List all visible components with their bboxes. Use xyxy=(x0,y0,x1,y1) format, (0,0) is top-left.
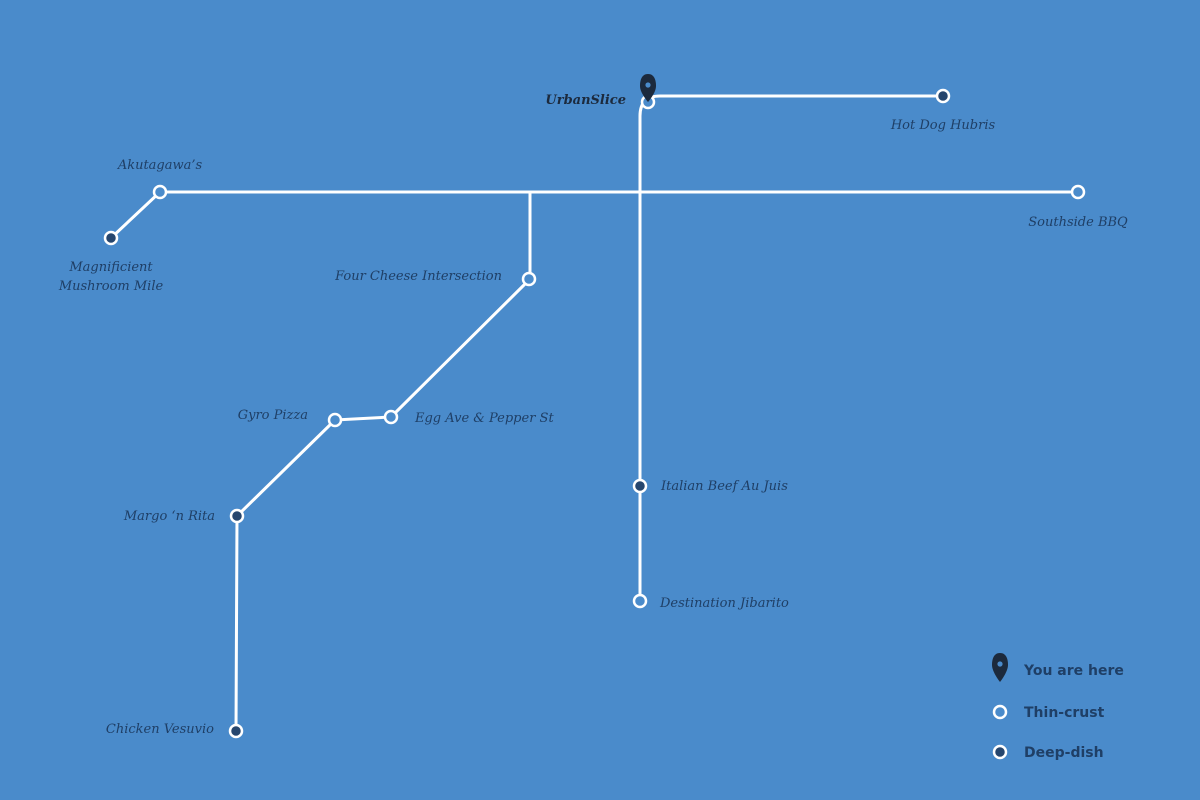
station-chicken[interactable]: Chicken Vesuvio xyxy=(106,722,244,739)
legend-item-deep: Deep-dish xyxy=(992,744,1104,761)
station-jibarito[interactable]: Destination Jibarito xyxy=(632,593,789,611)
station-label: Hot Dog Hubris xyxy=(890,118,996,133)
station-marker xyxy=(632,593,648,609)
station-marker xyxy=(935,88,951,104)
station-urbanslice[interactable]: UrbanSlice xyxy=(545,93,656,110)
station-label: Magnificient xyxy=(68,260,153,275)
station-label: Italian Beef Au Juis xyxy=(660,479,788,494)
stations: UrbanSlice Hot Dog Hubris Southside BBQ … xyxy=(58,74,1128,739)
station-southside[interactable]: Southside BBQ xyxy=(1028,184,1128,230)
route-akutagawa-mushroom xyxy=(109,190,162,240)
station-gyro[interactable]: Gyro Pizza xyxy=(238,408,343,428)
station-label: Four Cheese Intersection xyxy=(334,269,502,284)
map-pin-icon xyxy=(992,653,1008,682)
station-marker xyxy=(103,230,119,246)
station-label: UrbanSlice xyxy=(545,93,626,108)
map-pin-dot xyxy=(997,661,1003,667)
station-label: Egg Ave & Pepper St xyxy=(414,411,554,426)
station-label: Chicken Vesuvio xyxy=(106,722,214,737)
filled-circle-icon xyxy=(992,744,1008,760)
station-label: Akutagawa’s xyxy=(117,158,203,173)
station-egg[interactable]: Egg Ave & Pepper St xyxy=(383,409,554,426)
station-label: Destination Jibarito xyxy=(659,596,789,611)
station-marker xyxy=(383,409,399,425)
station-marker xyxy=(632,478,648,494)
station-italian[interactable]: Italian Beef Au Juis xyxy=(632,478,788,494)
legend-item-here: You are here xyxy=(992,653,1124,682)
station-mushroom[interactable]: Magnificient Mushroom Mile xyxy=(58,230,164,294)
hollow-circle-icon xyxy=(992,704,1008,720)
station-fourcheese[interactable]: Four Cheese Intersection xyxy=(334,269,537,287)
station-label: Margo ‘n Rita xyxy=(123,509,215,524)
map-pin-dot xyxy=(645,82,651,88)
legend-label: Deep-dish xyxy=(1024,745,1104,761)
route-north-south xyxy=(638,94,945,603)
current-location-pin xyxy=(640,74,656,102)
map-legend: You are here Thin-crust Deep-dish xyxy=(992,653,1124,761)
station-margo[interactable]: Margo ‘n Rita xyxy=(123,508,245,524)
map-pin-icon xyxy=(640,74,656,102)
station-marker xyxy=(229,508,245,524)
station-marker xyxy=(327,412,343,428)
station-label: Southside BBQ xyxy=(1028,215,1128,230)
station-hotdog[interactable]: Hot Dog Hubris xyxy=(890,88,996,133)
station-marker xyxy=(521,271,537,287)
station-marker xyxy=(1070,184,1086,200)
station-akutagawa[interactable]: Akutagawa’s xyxy=(117,158,203,200)
station-marker xyxy=(228,723,244,739)
station-label: Gyro Pizza xyxy=(238,408,308,423)
legend-item-thin: Thin-crust xyxy=(992,704,1105,721)
station-label: Mushroom Mile xyxy=(58,279,164,294)
station-marker xyxy=(152,184,168,200)
legend-label: Thin-crust xyxy=(1024,705,1105,721)
legend-label: You are here xyxy=(1023,663,1124,679)
route-southwest xyxy=(234,190,532,733)
